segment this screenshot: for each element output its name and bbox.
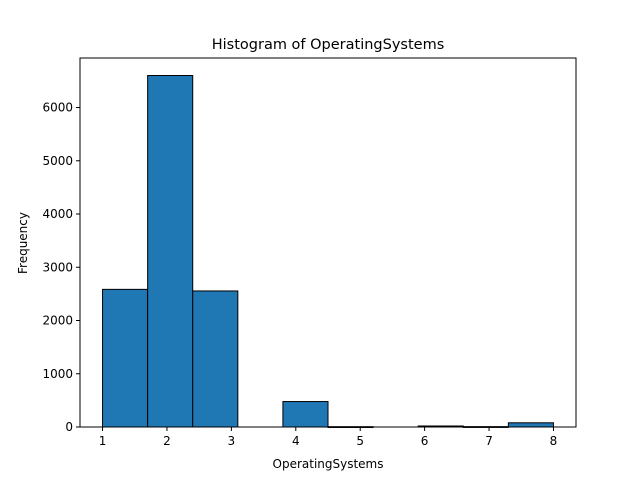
histogram-bar-2 — [192, 290, 239, 428]
y-tick-label: 6000 — [42, 101, 73, 115]
y-tick-label: 0 — [65, 420, 73, 434]
x-tick-label: 2 — [163, 434, 171, 448]
x-tick-label: 3 — [228, 434, 236, 448]
chart-title: Histogram of OperatingSystems — [212, 37, 445, 53]
y-tick-label: 1000 — [42, 367, 73, 381]
x-axis-ticks: 1 2 3 4 5 6 7 8 — [99, 427, 558, 448]
x-tick-label: 1 — [99, 434, 107, 448]
x-tick-label: 8 — [550, 434, 558, 448]
y-axis-ticks: 0 1000 2000 3000 4000 5000 6000 — [42, 101, 80, 434]
plot-frame — [79, 57, 577, 428]
x-axis-label: OperatingSystems — [273, 457, 384, 471]
x-tick-label: 6 — [421, 434, 429, 448]
y-tick-label: 2000 — [42, 314, 73, 328]
y-tick-label: 4000 — [42, 207, 73, 221]
histogram-bar-1 — [147, 75, 194, 428]
histogram-bar-0 — [102, 288, 149, 428]
y-tick-label: 5000 — [42, 154, 73, 168]
x-tick-label: 5 — [356, 434, 364, 448]
histogram-bar-9 — [507, 422, 554, 428]
y-tick-label: 3000 — [42, 260, 73, 274]
x-tick-label: 4 — [292, 434, 300, 448]
y-axis-label: Frequency — [16, 212, 30, 274]
x-tick-label: 7 — [485, 434, 493, 448]
histogram-bar-4 — [282, 401, 329, 428]
bars-group — [102, 75, 554, 428]
